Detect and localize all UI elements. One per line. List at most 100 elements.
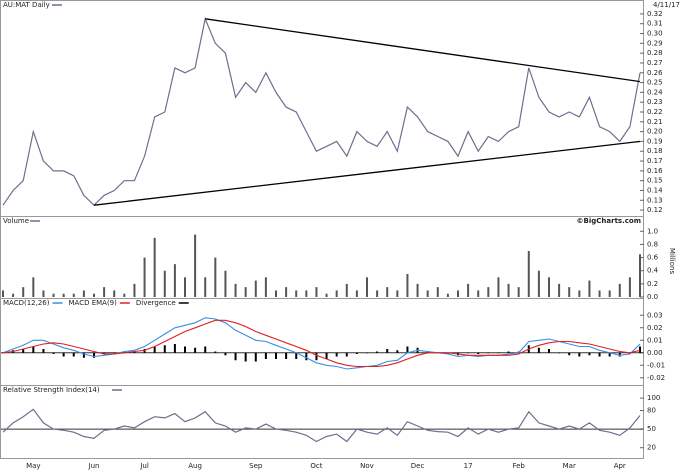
volume-bar <box>618 283 621 297</box>
y-tick-label: 0.4 <box>647 267 659 275</box>
volume-bar <box>608 290 611 297</box>
volume-bar <box>133 283 136 297</box>
volume-bar <box>507 283 510 297</box>
volume-bar <box>315 287 318 297</box>
volume-bar <box>254 280 257 297</box>
divergence-bar <box>366 352 368 354</box>
line <box>2 16 641 207</box>
volume-bar <box>366 277 368 297</box>
line <box>2 408 641 443</box>
line <box>2 319 641 368</box>
divergence-bar <box>224 352 227 356</box>
volume-bar <box>32 277 35 297</box>
y-tick-label: 1.0 <box>647 227 658 235</box>
divergence-bar <box>558 352 561 354</box>
y-tick-label: 0.17 <box>647 157 663 165</box>
divergence-bar <box>204 346 207 353</box>
divergence-bar <box>244 352 247 362</box>
y-tick-label: 80 <box>647 407 656 415</box>
volume-bar <box>42 290 45 297</box>
divergence-bar <box>376 351 379 353</box>
credit: ©BigCharts.com <box>577 217 641 225</box>
volume-bar <box>295 290 298 297</box>
y-tick-label: 0.02 <box>647 324 663 332</box>
volume-bar <box>52 293 55 297</box>
volume-bar <box>436 287 439 297</box>
volume-bar <box>275 290 277 297</box>
volume-bar <box>487 287 490 297</box>
volume-bar <box>517 287 520 297</box>
y-tick-label: 0.03 <box>647 311 663 319</box>
y-tick-label: 50 <box>647 425 656 433</box>
chart-title: AU:MAT Daily <box>3 1 50 9</box>
y-tick-label: 0.15 <box>647 177 663 185</box>
y-tick-label: 0.19 <box>647 137 663 145</box>
legend-label: MACD(12,26) <box>3 299 50 307</box>
divergence-bar <box>618 352 621 357</box>
divergence-bar <box>214 351 217 353</box>
divergence-bar <box>113 352 116 354</box>
volume-bar <box>558 283 561 297</box>
divergence-bar <box>173 344 176 353</box>
y-tick-label: 0.26 <box>647 69 663 77</box>
volume-bar <box>568 287 571 297</box>
volume-bar <box>537 270 540 297</box>
divergence-bar <box>315 352 318 361</box>
volume-bar <box>234 283 237 297</box>
volume-bar <box>588 280 591 297</box>
divergence-bar <box>578 352 581 357</box>
divergence-bar <box>184 346 186 353</box>
y-tick-label: 0.32 <box>647 10 663 18</box>
legend-label: MACD EMA(9) <box>68 299 117 307</box>
volume-bar <box>628 277 631 297</box>
divergence-bar <box>345 352 348 357</box>
divergence-bar <box>123 351 126 353</box>
volume-bar <box>72 293 75 297</box>
divergence-bar <box>639 346 641 353</box>
divergence-bar <box>588 352 591 356</box>
divergence-bar <box>355 352 358 354</box>
x-tick-label: May <box>26 462 40 470</box>
divergence-bar <box>72 352 75 357</box>
volume-bar <box>214 257 217 297</box>
y-tick-label: 0.27 <box>647 59 663 67</box>
volume-bar <box>153 237 156 297</box>
volume-bar <box>264 277 267 297</box>
divergence-bar <box>487 352 490 354</box>
volume-bar <box>598 290 601 297</box>
divergence-bar <box>42 349 45 353</box>
volume-bar <box>103 287 106 297</box>
x-tick-label: Aug <box>188 462 202 470</box>
volume-bar <box>82 290 85 297</box>
panel-title: Volume <box>3 217 29 225</box>
volume-bar <box>446 293 449 297</box>
y-tick-label: 0.24 <box>647 88 663 96</box>
divergence-bar <box>133 351 136 353</box>
x-tick-label: Apr <box>614 462 626 470</box>
volume-bar <box>477 290 480 297</box>
volume-bar <box>184 277 186 297</box>
panel-title: Relative Strength Index(14) <box>3 386 100 394</box>
y-tick-label: -0.01 <box>647 361 665 369</box>
divergence-bar <box>537 347 540 353</box>
x-tick-label: 17 <box>464 462 473 470</box>
divergence-bar <box>568 352 571 356</box>
divergence-bar <box>62 352 65 357</box>
volume-bar <box>62 293 65 297</box>
divergence-bar <box>143 349 146 353</box>
divergence-bar <box>264 352 267 359</box>
divergence-bar <box>103 352 106 354</box>
y-tick-label: 0.0 <box>647 293 658 301</box>
volume-bar <box>355 290 358 297</box>
y-tick-label: 0.2 <box>647 280 658 288</box>
macd-panel <box>0 298 644 386</box>
divergence-bar <box>426 351 429 353</box>
y-tick-label: 0.00 <box>647 349 663 357</box>
volume-bar <box>204 277 207 297</box>
volume-bar <box>497 277 500 297</box>
volume-bar <box>325 293 328 297</box>
divergence-bar <box>548 349 550 353</box>
y-tick-label: 0.16 <box>647 167 663 175</box>
y-tick-label: -0.02 <box>647 374 665 382</box>
